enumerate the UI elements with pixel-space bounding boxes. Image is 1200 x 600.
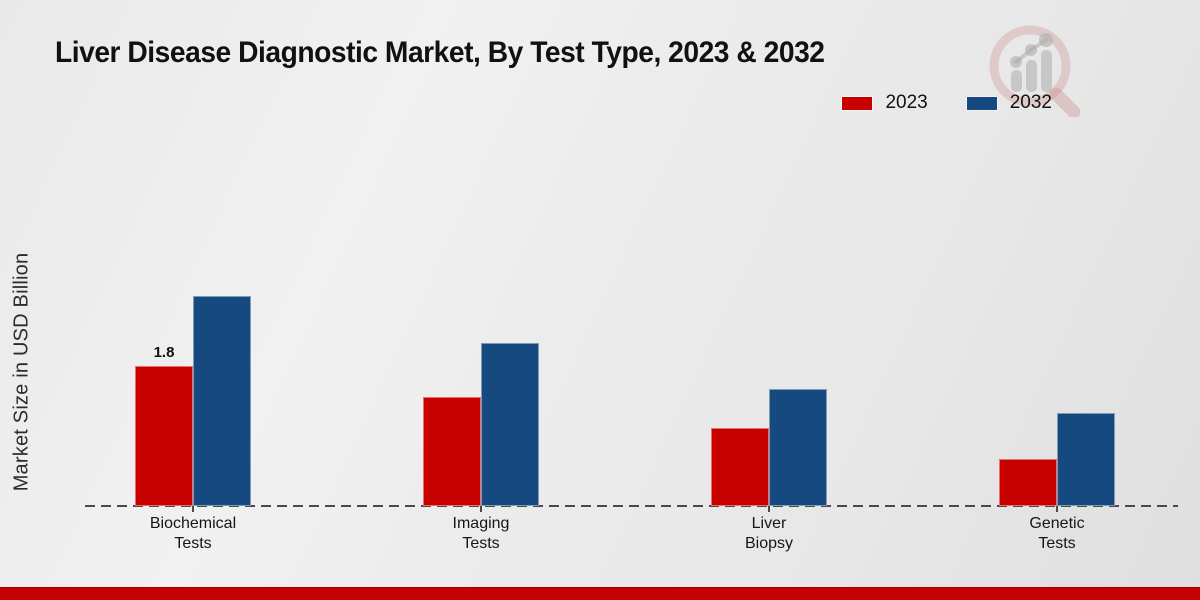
category-label-liver-biopsy: Liver Biopsy bbox=[744, 515, 794, 552]
legend-label-2032: 2032 bbox=[1009, 92, 1052, 113]
bar-2023-genetic-tests bbox=[999, 459, 1057, 506]
legend-item-2023: 2023 bbox=[841, 92, 928, 114]
bar-2023-imaging-tests bbox=[423, 397, 481, 506]
category-label-genetic-tests: Genetic Tests bbox=[1029, 515, 1085, 552]
bar-2032-liver-biopsy bbox=[769, 389, 827, 506]
x-axis-baseline bbox=[85, 505, 1178, 507]
x-axis-tick bbox=[480, 506, 482, 512]
legend-swatch-2032-icon bbox=[965, 95, 998, 111]
category-label-imaging-tests: Imaging Tests bbox=[452, 515, 510, 552]
bar-2032-imaging-tests bbox=[481, 343, 539, 506]
category-label-biochemical-tests: Biochemical Tests bbox=[149, 515, 237, 552]
legend: 2023 2032 bbox=[841, 92, 1052, 114]
legend-label-2023: 2023 bbox=[885, 92, 928, 113]
bar-2023-biochemical-tests bbox=[135, 366, 193, 506]
footer-accent-bar bbox=[0, 587, 1200, 600]
x-axis-tick bbox=[768, 506, 770, 512]
bar-2023-liver-biopsy bbox=[711, 428, 769, 506]
x-axis-tick bbox=[192, 506, 194, 512]
bar-2032-biochemical-tests bbox=[193, 296, 251, 506]
brand-watermark-icon bbox=[978, 22, 1088, 119]
legend-item-2032: 2032 bbox=[965, 92, 1052, 114]
x-axis-tick bbox=[1056, 506, 1058, 512]
bar-2032-genetic-tests bbox=[1057, 413, 1115, 506]
legend-swatch-2023-icon bbox=[841, 95, 874, 111]
bar-value-label-2023-biochemical-tests: 1.8 bbox=[153, 344, 175, 361]
chart-title: Liver Disease Diagnostic Market, By Test… bbox=[55, 36, 825, 69]
